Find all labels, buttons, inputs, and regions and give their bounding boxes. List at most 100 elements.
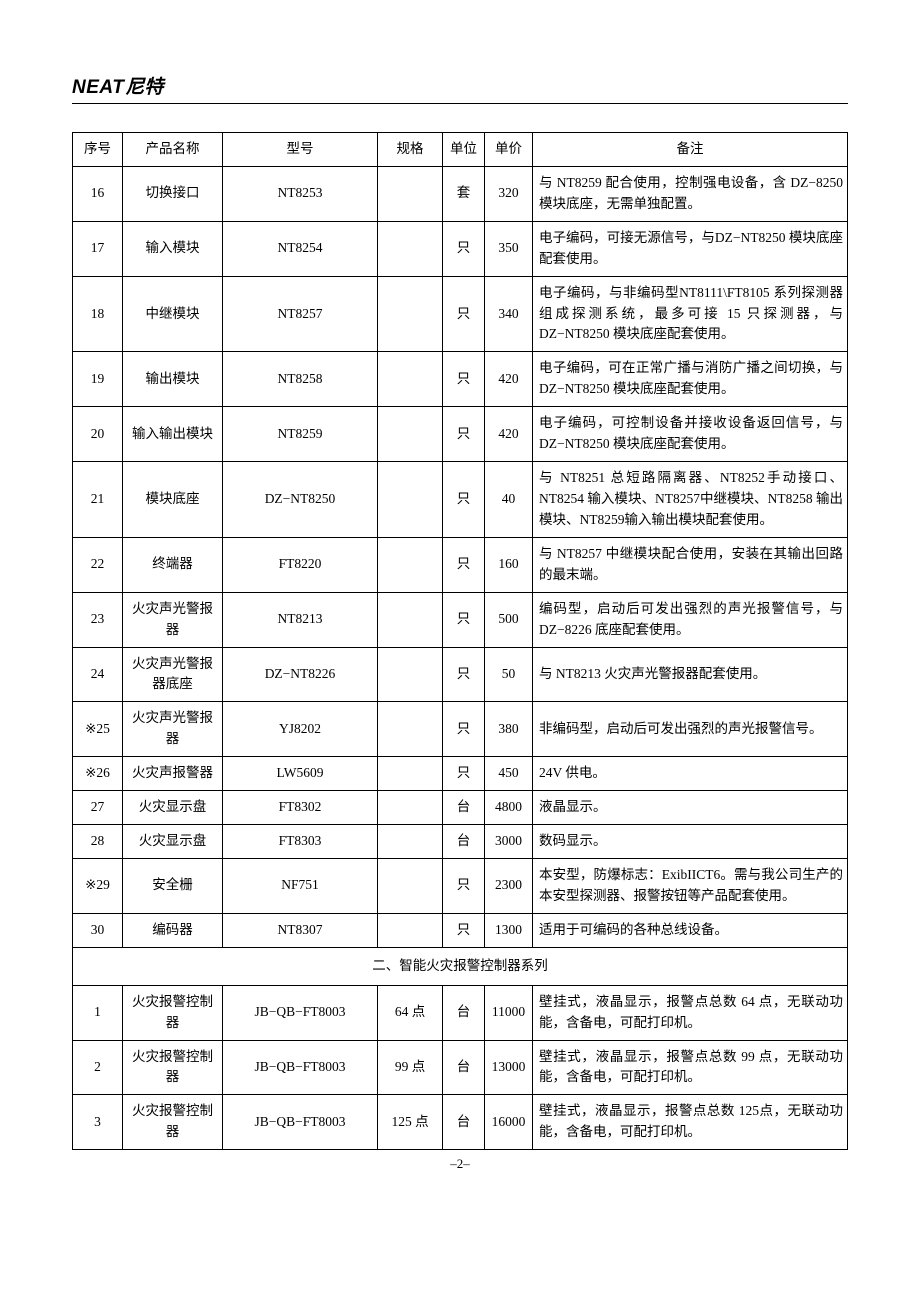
cell: 数码显示。 [533,825,848,859]
product-table: 序号 产品名称 型号 规格 单位 单价 备注 16切换接口NT8253套320与… [72,132,848,1150]
cell: 套 [443,166,485,221]
cell: 编码器 [123,913,223,947]
cell [378,352,443,407]
cell: 只 [443,407,485,462]
cell: 壁挂式，液晶显示，报警点总数 99 点，无联动功能，含备电，可配打印机。 [533,1040,848,1095]
cell: 壁挂式，液晶显示，报警点总数 64 点，无联动功能，含备电，可配打印机。 [533,985,848,1040]
cell: 1 [73,985,123,1040]
cell [378,276,443,352]
cell: 只 [443,702,485,757]
cell: 64 点 [378,985,443,1040]
header-remark: 备注 [533,133,848,167]
cell: 28 [73,825,123,859]
cell: ※25 [73,702,123,757]
cell: 只 [443,352,485,407]
section-title: 二、智能火灾报警控制器系列 [73,947,848,985]
table-row: 20输入输出模块NT8259只420电子编码，可控制设备并接收设备返回信号，与 … [73,407,848,462]
cell: 台 [443,985,485,1040]
cell [378,825,443,859]
cell: 只 [443,276,485,352]
cell: 终端器 [123,537,223,592]
cell: 电子编码，与非编码型NT8111\FT8105 系列探测器组成探测系统，最多可接… [533,276,848,352]
cell: 16 [73,166,123,221]
cell: 安全栅 [123,858,223,913]
cell: FT8220 [223,537,378,592]
table-row: 27火灾显示盘FT8302台4800液晶显示。 [73,791,848,825]
cell: 19 [73,352,123,407]
table-row: 21模块底座DZ−NT8250只40与 NT8251 总短路隔离器、NT8252… [73,462,848,538]
cell: YJ8202 [223,702,378,757]
cell: 切换接口 [123,166,223,221]
cell: JB−QB−FT8003 [223,985,378,1040]
cell: 电子编码，可接无源信号，与DZ−NT8250 模块底座配套使用。 [533,221,848,276]
cell: 编码型，启动后可发出强烈的声光报警信号，与 DZ−8226 底座配套使用。 [533,592,848,647]
cell: 非编码型，启动后可发出强烈的声光报警信号。 [533,702,848,757]
cell [378,221,443,276]
cell [378,647,443,702]
table-row: 24火灾声光警报器底座DZ−NT8226只50与 NT8213 火灾声光警报器配… [73,647,848,702]
cell: 350 [485,221,533,276]
cell: 与 NT8257 中继模块配合使用，安装在其输出回路的最末端。 [533,537,848,592]
cell: 适用于可编码的各种总线设备。 [533,913,848,947]
cell: 火灾声光警报器 [123,702,223,757]
logo-cn: 尼特 [125,77,163,98]
cell: 27 [73,791,123,825]
cell: 2 [73,1040,123,1095]
cell: 只 [443,221,485,276]
cell: 中继模块 [123,276,223,352]
cell: LW5609 [223,757,378,791]
cell: 2300 [485,858,533,913]
cell: 22 [73,537,123,592]
table-row: 19输出模块NT8258只420电子编码，可在正常广播与消防广播之间切换，与 D… [73,352,848,407]
logo-en: NEAT [72,77,124,98]
cell: 4800 [485,791,533,825]
section-header-row: 二、智能火灾报警控制器系列 [73,947,848,985]
cell: 火灾报警控制器 [123,1095,223,1150]
cell: 台 [443,1095,485,1150]
cell: 只 [443,757,485,791]
cell: 火灾显示盘 [123,825,223,859]
table-row: 30编码器NT8307只1300适用于可编码的各种总线设备。 [73,913,848,947]
header-price: 单价 [485,133,533,167]
cell: 输出模块 [123,352,223,407]
cell: 17 [73,221,123,276]
cell: 13000 [485,1040,533,1095]
cell [378,757,443,791]
cell: 450 [485,757,533,791]
table-row: 22终端器FT8220只160与 NT8257 中继模块配合使用，安装在其输出回… [73,537,848,592]
table-row: 16切换接口NT8253套320与 NT8259 配合使用，控制强电设备，含 D… [73,166,848,221]
header-seq: 序号 [73,133,123,167]
cell: 11000 [485,985,533,1040]
cell: NT8254 [223,221,378,276]
cell [378,913,443,947]
cell: 21 [73,462,123,538]
cell: 火灾声报警器 [123,757,223,791]
cell: NT8213 [223,592,378,647]
cell: 380 [485,702,533,757]
table-row: ※25火灾声光警报器YJ8202 只380非编码型，启动后可发出强烈的声光报警信号… [73,702,848,757]
table-body: 序号 产品名称 型号 规格 单位 单价 备注 16切换接口NT8253套320与… [73,133,848,1150]
cell: 40 [485,462,533,538]
cell: 24 [73,647,123,702]
cell: JB−QB−FT8003 [223,1040,378,1095]
cell [378,791,443,825]
cell: 420 [485,352,533,407]
cell: 99 点 [378,1040,443,1095]
cell: DZ−NT8226 [223,647,378,702]
cell: NT8253 [223,166,378,221]
cell: 液晶显示。 [533,791,848,825]
cell: NT8257 [223,276,378,352]
table-row: ※29安全栅NF751只2300本安型，防爆标志：ExibIICT6。需与我公司… [73,858,848,913]
cell: 500 [485,592,533,647]
page-number: –2– [72,1156,848,1172]
cell: 台 [443,1040,485,1095]
cell: 火灾声光警报器底座 [123,647,223,702]
cell: 24V 供电。 [533,757,848,791]
cell: 只 [443,647,485,702]
table-row: 23火灾声光警报器NT8213只500编码型，启动后可发出强烈的声光报警信号，与… [73,592,848,647]
table-row: 1火灾报警控制器JB−QB−FT800364 点台11000壁挂式，液晶显示，报… [73,985,848,1040]
cell: 只 [443,858,485,913]
cell: JB−QB−FT8003 [223,1095,378,1150]
cell: NT8259 [223,407,378,462]
cell: 1300 [485,913,533,947]
